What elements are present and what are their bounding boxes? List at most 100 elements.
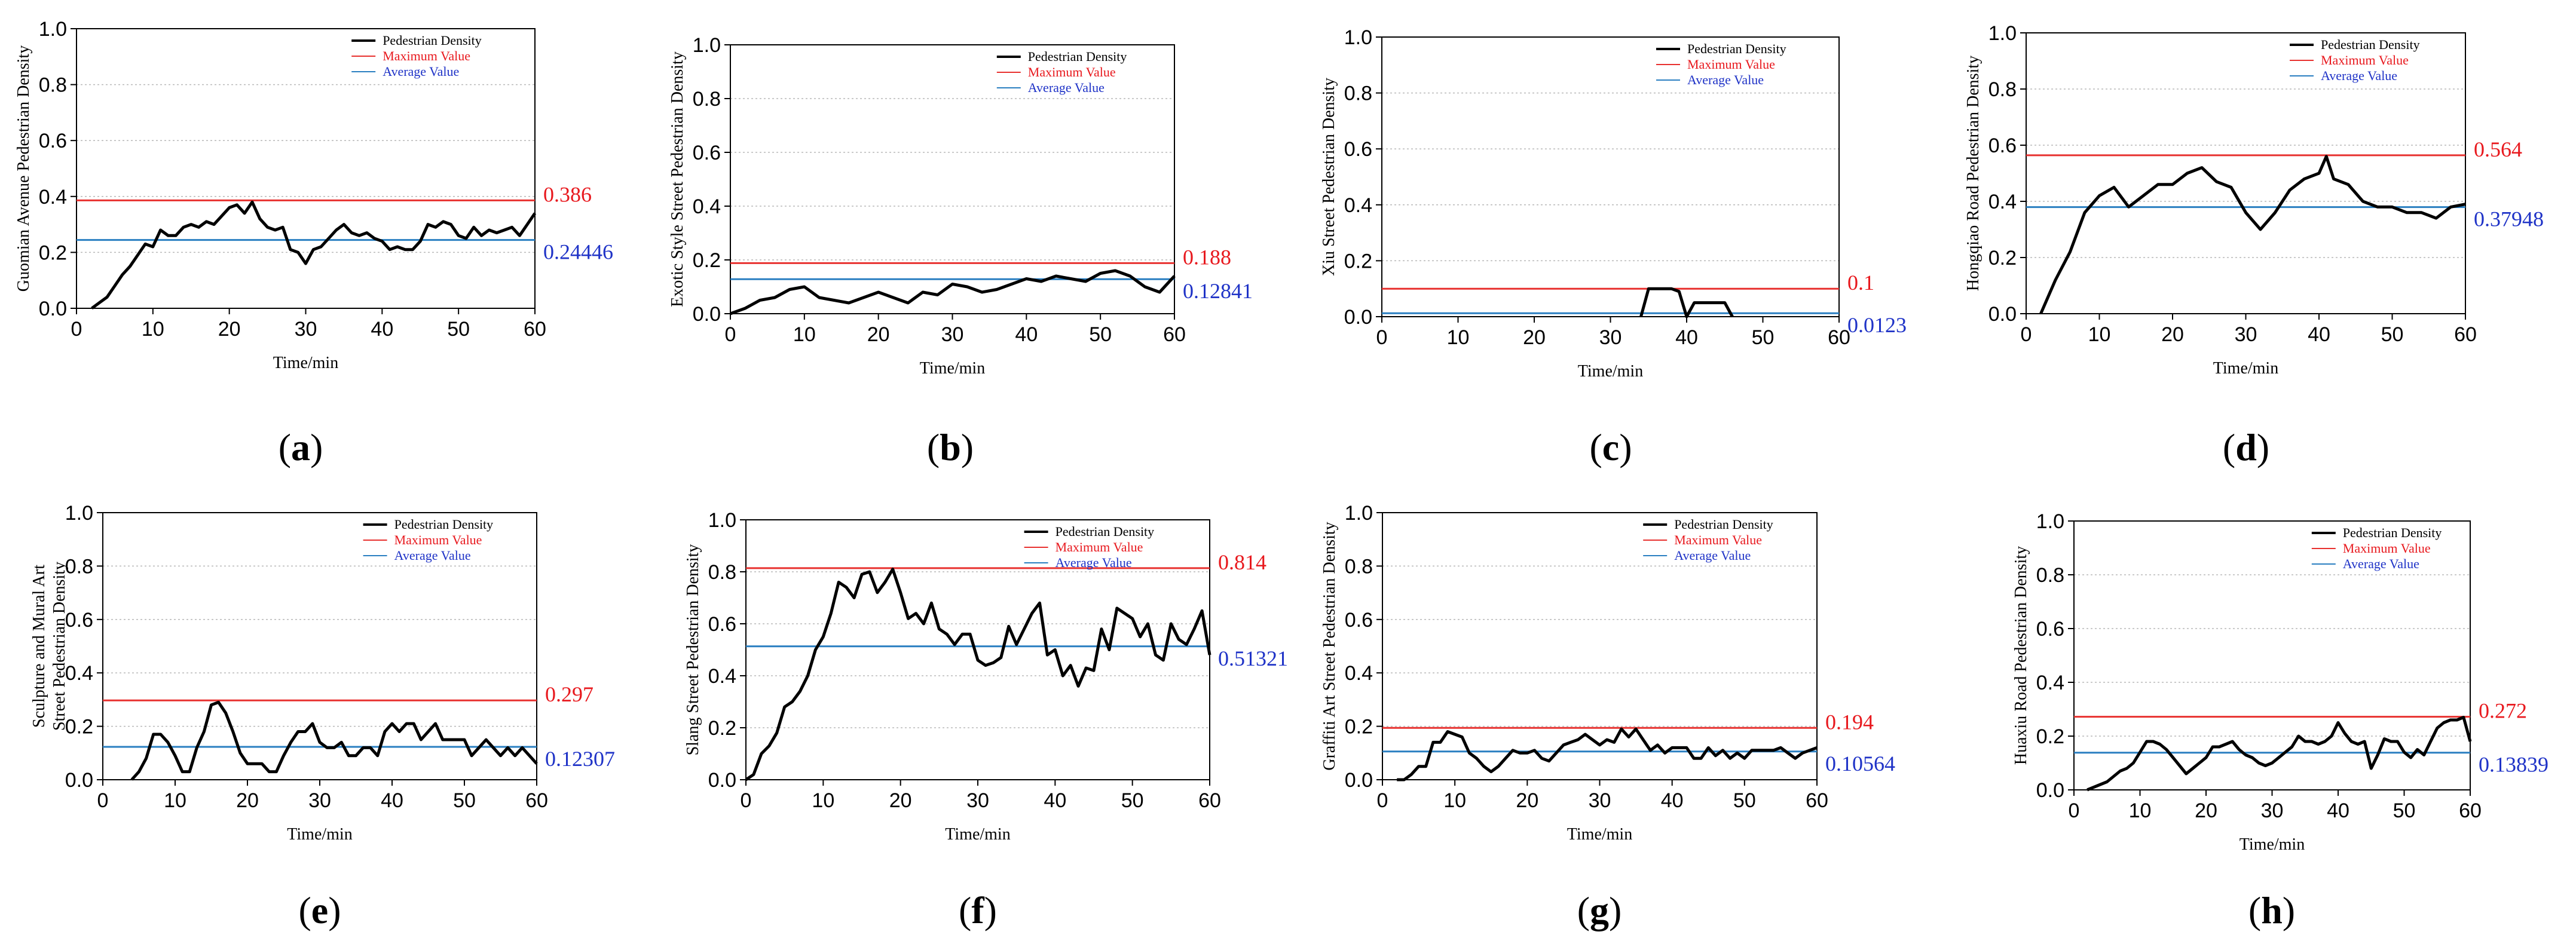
density-series-line <box>91 200 537 310</box>
y-tick-label: 0.8 <box>708 561 736 584</box>
x-tick-label: 10 <box>2088 323 2111 346</box>
chart-panel-b: 0 10 20 30 40 50 60 0.0 0.2 0.4 0.6 0.8 1.0 Time/min E… <box>668 34 1253 468</box>
chart-panel-c: 0 10 20 30 40 50 60 0.0 0.2 0.4 0.6 0.8 1.0 Time/min X… <box>1320 26 1907 468</box>
y-tick-label: 0.6 <box>1988 134 2017 157</box>
x-tick-label: 30 <box>308 789 331 812</box>
avg-value-label: 0.0123 <box>1847 313 1907 337</box>
panel-label: (b) <box>927 426 974 468</box>
y-tick-label: 0.8 <box>1988 78 2017 101</box>
legend-density-label: Pedestrian Density <box>1674 517 1773 532</box>
x-axis-title: Time/min <box>945 825 1010 844</box>
y-tick-label: 0.0 <box>2036 779 2064 802</box>
density-series-line <box>1397 727 1818 782</box>
legend-maximum-label: Maximum Value <box>394 532 482 547</box>
legend-maximum-label: Maximum Value <box>2321 53 2409 68</box>
y-tick-label: 0.0 <box>693 303 721 326</box>
x-tick-label: 30 <box>1589 789 1611 812</box>
avg-value-label: 0.37948 <box>2474 207 2544 231</box>
y-axis-title: Xiu Street Pedestrian Density <box>1320 78 1338 276</box>
x-tick-label: 20 <box>1523 326 1546 349</box>
y-tick-label: 0.6 <box>39 130 67 152</box>
legend-maximum-label: Maximum Value <box>1028 65 1116 79</box>
y-tick-label: 0.6 <box>1345 609 1373 632</box>
legend-density-label: Pedestrian Density <box>2343 525 2442 540</box>
y-axis-title: Exotic Style Street Pedestrian Density <box>668 51 687 307</box>
x-tick-label: 50 <box>1752 326 1775 349</box>
y-tick-label: 0.0 <box>708 769 736 792</box>
x-tick-label: 40 <box>1675 326 1698 349</box>
x-tick-label: 50 <box>447 318 470 341</box>
y-tick-label: 0.0 <box>1345 769 1373 792</box>
plot-frame <box>76 28 536 309</box>
y-axis-title: Graffiti Art Street Pedestrian Density <box>1320 522 1339 770</box>
avg-value-label: 0.12841 <box>1183 279 1253 303</box>
avg-value-label: 0.12307 <box>545 747 615 771</box>
chart-panel-g: 0 10 20 30 40 50 60 0.0 0.2 0.4 0.6 0.8 1.0 Time/min G… <box>1320 502 1895 931</box>
y-tick-label: 1.0 <box>2036 510 2064 533</box>
plot-frame <box>2026 32 2466 314</box>
x-tick-label: 10 <box>812 789 834 812</box>
y-axis-title: Slang Street Pedestrian Density <box>684 544 702 756</box>
x-tick-label: 60 <box>1806 789 1828 812</box>
panel-label: (a) <box>279 426 323 468</box>
x-tick-label: 50 <box>453 789 476 812</box>
y-tick-label: 1.0 <box>1345 502 1373 525</box>
x-tick-label: 0 <box>741 789 752 812</box>
y-tick-label: 1.0 <box>693 34 721 57</box>
x-tick-label: 10 <box>164 789 186 812</box>
chart-panel-d: 0 10 20 30 40 50 60 0.0 0.2 0.4 0.6 0.8 1.0 Time/min H… <box>1964 22 2544 468</box>
avg-value-label: 0.24446 <box>543 240 613 264</box>
x-tick-label: 40 <box>381 789 403 812</box>
y-tick-label: 0.4 <box>693 195 721 218</box>
x-tick-label: 50 <box>2393 799 2416 822</box>
legend-average-label: Average Value <box>394 548 471 563</box>
y-tick-label: 0.2 <box>693 249 721 272</box>
legend-maximum-label: Maximum Value <box>1056 540 1143 554</box>
plot-frame <box>1382 512 1818 780</box>
y-tick-label: 0.8 <box>1344 82 1372 105</box>
y-axis-title: Huaxiu Road Pedestrian Density <box>2012 546 2030 765</box>
x-tick-label: 20 <box>218 318 241 341</box>
x-tick-label: 40 <box>2327 799 2349 822</box>
max-value-label: 0.814 <box>1218 550 1266 574</box>
y-tick-label: 0.2 <box>65 716 93 738</box>
panel-label: (e) <box>298 889 341 931</box>
y-tick-label: 1.0 <box>1344 26 1372 49</box>
x-tick-label: 40 <box>1661 789 1684 812</box>
y-tick-label: 0.6 <box>693 142 721 164</box>
x-tick-label: 20 <box>889 789 912 812</box>
avg-value-label: 0.13839 <box>2479 753 2549 777</box>
legend-density-label: Pedestrian Density <box>383 33 482 48</box>
x-tick-label: 20 <box>236 789 259 812</box>
legend-average-label: Average Value <box>1687 72 1764 87</box>
x-tick-label: 60 <box>524 318 546 341</box>
avg-value-label: 0.10564 <box>1825 752 1895 776</box>
y-tick-label: 0.6 <box>65 609 93 632</box>
plot-frame <box>1381 36 1840 317</box>
x-tick-label: 40 <box>1044 789 1066 812</box>
chart-panel-e: 0 10 20 30 40 50 60 0.0 0.2 0.4 0.6 0.8 1.0 Time/min S… <box>30 502 615 931</box>
max-value-label: 0.297 <box>545 682 593 706</box>
panel-label: (c) <box>1589 426 1632 468</box>
x-axis-title: Time/min <box>1567 825 1632 844</box>
y-tick-label: 0.2 <box>2036 725 2064 748</box>
y-tick-label: 1.0 <box>708 509 736 532</box>
y-tick-label: 0.4 <box>2036 672 2064 694</box>
x-tick-label: 40 <box>371 318 393 341</box>
x-axis-title: Time/min <box>2240 835 2305 854</box>
y-axis-title: Hongqiao Road Pedestrian Density <box>1964 56 1983 291</box>
y-tick-label: 0.4 <box>708 665 736 688</box>
max-value-label: 0.386 <box>543 182 592 206</box>
legend-density-label: Pedestrian Density <box>2321 37 2420 52</box>
max-value-label: 0.194 <box>1825 710 1874 734</box>
y-tick-label: 0.2 <box>1988 247 2017 269</box>
x-tick-label: 30 <box>295 318 317 341</box>
x-axis-title: Time/min <box>273 354 338 372</box>
y-tick-label: 0.4 <box>1988 191 2017 213</box>
chart-panel-f: 0 10 20 30 40 50 60 0.0 0.2 0.4 0.6 0.8 1.0 Time/min S… <box>684 509 1288 931</box>
max-value-label: 0.1 <box>1847 271 1874 295</box>
y-tick-label: 0.4 <box>1345 662 1373 685</box>
density-series-line <box>2039 155 2466 314</box>
chart-panel-h: 0 10 20 30 40 50 60 0.0 0.2 0.4 0.6 0.8 1.0 Time/min H… <box>2012 510 2549 931</box>
